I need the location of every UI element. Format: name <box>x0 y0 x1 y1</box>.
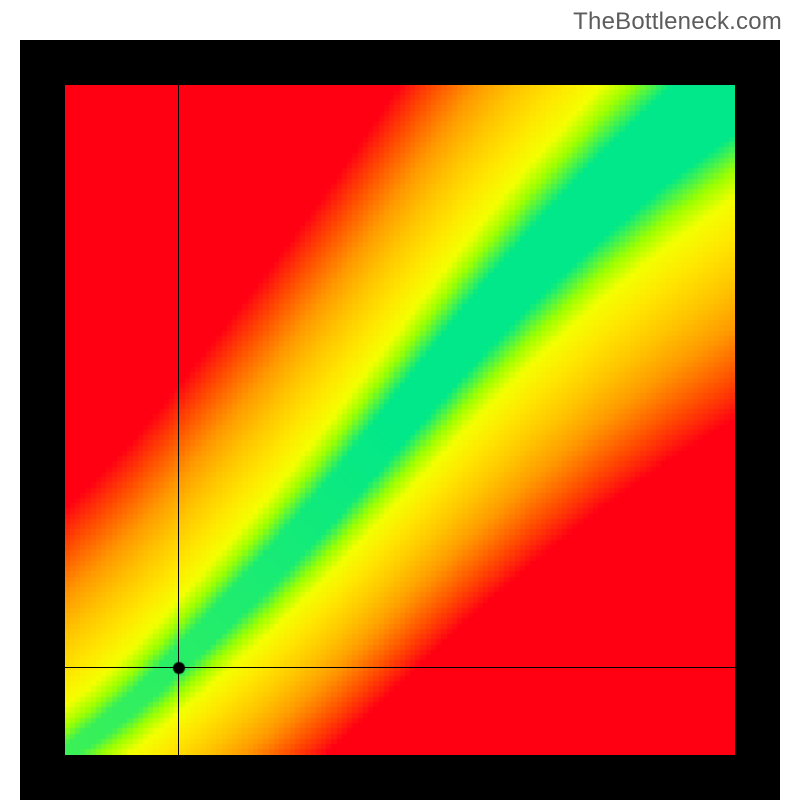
chart-outer-frame <box>20 40 780 800</box>
crosshair-dot <box>172 661 186 675</box>
chart-container: TheBottleneck.com <box>0 0 800 800</box>
watermark-text: TheBottleneck.com <box>573 8 782 36</box>
heatmap-canvas <box>65 85 735 755</box>
crosshair-horizontal <box>65 667 735 668</box>
crosshair-vertical <box>178 85 179 755</box>
